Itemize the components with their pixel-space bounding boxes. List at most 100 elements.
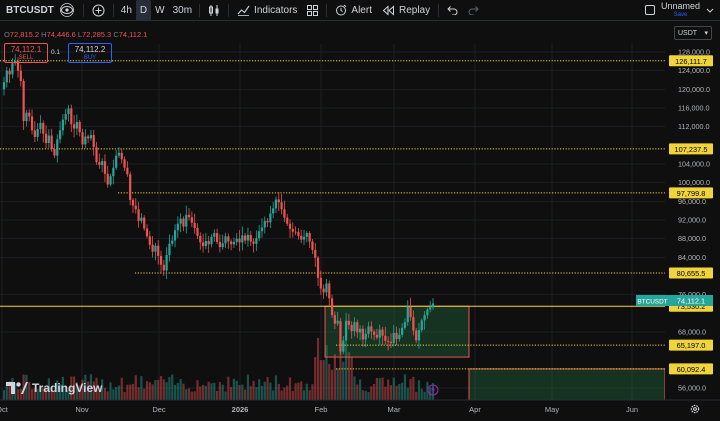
layout-menu[interactable]: Unnamed Save	[661, 2, 700, 20]
current-price-box	[669, 294, 713, 306]
candle-body	[70, 108, 73, 125]
volume-bar	[98, 391, 101, 400]
tradingview-logo: TradingView	[6, 381, 102, 395]
candle-body	[297, 232, 300, 236]
candles-icon	[209, 4, 219, 16]
price-tick-label: 88,000.0	[678, 234, 706, 243]
current-symbol-box	[636, 294, 669, 306]
interval-30m[interactable]: 30m	[172, 4, 193, 16]
candle-body	[190, 217, 193, 223]
interval-4h[interactable]: 4h	[120, 4, 132, 16]
interval-w[interactable]: W	[155, 4, 165, 16]
candle-body	[201, 242, 205, 247]
volume-bar	[143, 388, 146, 400]
buy-button[interactable]: 74,112.2 BUY	[68, 43, 112, 63]
candle-body	[199, 235, 202, 243]
volume-bar	[319, 360, 322, 400]
indicators-button[interactable]: Indicators	[232, 0, 302, 21]
candle-body	[207, 241, 210, 245]
candle-body	[319, 277, 322, 289]
volume-bar	[162, 379, 165, 400]
candle-body	[182, 218, 185, 227]
volume-bar	[249, 386, 252, 400]
volume-bar	[103, 387, 107, 400]
symbol-search[interactable]: BTCUSDT	[0, 3, 80, 17]
candle-body	[72, 124, 76, 129]
volume-bar	[373, 384, 376, 400]
volume-bar	[258, 379, 261, 400]
volume-bar	[392, 377, 395, 400]
compare-button[interactable]	[87, 0, 110, 21]
replay-button[interactable]: Replay	[377, 0, 435, 21]
volume-bar	[145, 381, 149, 400]
candle-body	[30, 116, 34, 131]
layouts-button[interactable]	[302, 0, 323, 21]
candle-body	[117, 152, 121, 156]
candle-body	[196, 227, 199, 236]
volume-bar	[221, 384, 224, 400]
price-chart[interactable]: 128,000.0 124,000.0 120,000.0 116,000.0 112,…	[0, 22, 720, 421]
undo-button[interactable]	[442, 0, 463, 21]
indicators-icon	[237, 5, 250, 16]
grid-icon	[307, 4, 319, 16]
price-tick-label: 76,000.0	[678, 290, 706, 299]
candle-body	[157, 245, 160, 256]
volume-bar	[255, 387, 258, 400]
volume-bar	[201, 384, 205, 400]
volume-bars	[2, 322, 435, 400]
volume-bar	[70, 376, 73, 400]
chevron-down-icon[interactable]	[706, 8, 714, 14]
price-tick-label: 96,000.0	[678, 197, 706, 206]
price-tick-label: 116,000.0	[678, 104, 709, 113]
volume-bar	[322, 360, 325, 400]
volume-bar	[215, 390, 219, 400]
layout-select-checkbox[interactable]	[645, 5, 655, 15]
gear-icon[interactable]	[690, 404, 700, 414]
candle-body	[112, 167, 115, 177]
volume-bar	[235, 380, 238, 400]
volume-bar	[224, 391, 227, 400]
volume-bar	[58, 384, 62, 400]
volume-bar	[314, 357, 317, 400]
volume-bar	[56, 380, 59, 400]
interval-d[interactable]: D	[135, 0, 152, 21]
volume-bar	[308, 390, 311, 400]
candle-body	[381, 329, 384, 336]
candle-body	[398, 334, 401, 339]
volume-bar	[154, 380, 157, 400]
time-tick-label: Nov	[75, 405, 89, 414]
sell-button[interactable]: 74,112.1 SELL	[4, 43, 48, 63]
volume-bar	[123, 391, 126, 400]
volume-bar	[187, 388, 191, 400]
currency-select[interactable]: USDT ▾	[674, 26, 712, 40]
volume-bar	[171, 374, 174, 400]
candle-body	[280, 202, 283, 210]
volume-bar	[364, 390, 367, 400]
candle-body	[384, 335, 387, 341]
candle-body	[426, 309, 429, 316]
volume-bar	[140, 376, 143, 400]
volume-bar	[199, 386, 202, 400]
redo-button[interactable]	[463, 0, 484, 21]
candle-body	[347, 320, 350, 325]
chart-type-button[interactable]	[203, 0, 225, 21]
price-tick-label: 100,000.0	[678, 178, 710, 187]
candle-body	[395, 332, 398, 339]
alert-button[interactable]: Alert	[330, 0, 377, 21]
volume-bar	[25, 374, 28, 400]
lightning-icon	[427, 384, 439, 396]
candle-body	[81, 132, 84, 145]
level-label: 80,655.5	[677, 269, 706, 278]
candle-body	[162, 264, 165, 271]
eye-icon[interactable]	[59, 3, 74, 17]
volume-bar	[33, 387, 36, 400]
time-tick-label: Oct	[0, 405, 9, 414]
candle-body	[375, 334, 379, 338]
volume-bar	[19, 388, 22, 400]
chevron-down-icon: ▾	[704, 30, 708, 37]
volume-bar	[269, 382, 272, 400]
volume-bar	[14, 383, 17, 400]
candle-body	[232, 241, 236, 245]
candle-body	[330, 298, 334, 316]
candle-body	[249, 234, 252, 242]
